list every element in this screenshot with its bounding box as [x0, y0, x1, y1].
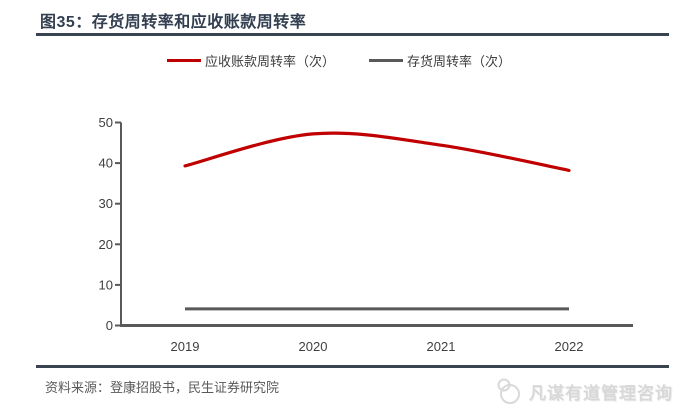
- watermark-text: 凡谋有道管理咨询: [529, 383, 673, 403]
- red-line-legend-marker: [166, 59, 201, 62]
- receivables-turnover-line: [183, 131, 571, 172]
- legend-item-receivables-turnover: 应收账款周转率（次）: [166, 51, 335, 70]
- legend-label: 存货周转率（次）: [407, 54, 512, 69]
- y-tick-label: 10: [99, 277, 113, 292]
- x-tick-label: 2022: [555, 339, 584, 354]
- x-tick-label: 2020: [299, 339, 328, 354]
- legend-label: 应收账款周转率（次）: [204, 54, 335, 69]
- watermark-logo-icon: [497, 378, 520, 404]
- title-underline: [36, 33, 669, 36]
- y-tick-label: 30: [99, 196, 113, 211]
- y-tick-label: 50: [99, 115, 113, 130]
- chart-legend: 应收账款周转率（次） 存货周转率（次）: [0, 51, 678, 70]
- y-tick-label: 40: [99, 156, 113, 171]
- chart-title: 图35：存货周转率和应收账款周转率: [40, 14, 307, 31]
- gray-line-legend-marker: [369, 59, 403, 62]
- x-tick-label: 2019: [171, 339, 200, 354]
- legend-item-inventory-turnover: 存货周转率（次）: [369, 51, 511, 70]
- watermark: 凡谋有道管理咨询: [494, 376, 673, 406]
- x-tick-label: 2021: [427, 339, 456, 354]
- y-tick-label: 0: [106, 318, 113, 333]
- footer-divider: [36, 365, 669, 368]
- source-note: 资料来源：登康招股书，民生证券研究院: [45, 380, 280, 395]
- y-tick-label: 20: [99, 237, 113, 252]
